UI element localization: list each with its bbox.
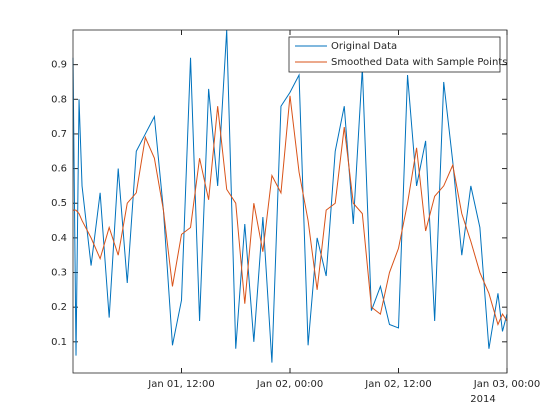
legend-label: Smoothed Data with Sample Points [331,57,507,68]
y-tick-label: 0.9 [51,60,67,71]
y-tick-label: 0.1 [51,337,67,348]
y-tick-label: 0.2 [51,302,67,313]
legend-label: Original Data [331,41,397,52]
y-tick-label: 0.6 [51,164,67,175]
y-tick-label: 0.3 [51,268,67,279]
x-tick-label: Jan 02, 12:00 [364,379,432,390]
y-tick-label: 0.4 [51,233,67,244]
y-tick-label: 0.5 [51,198,67,209]
x-year-label: 2014 [470,394,495,405]
data-line [72,29,508,363]
axes-box [72,29,508,374]
y-tick-label: 0.7 [51,129,67,140]
data-line [73,95,508,326]
y-tick-label: 0.8 [51,94,67,105]
legend-box [288,36,501,73]
x-tick-label: Jan 03, 00:00 [473,379,541,390]
x-tick-label: Jan 02, 00:00 [256,379,324,390]
plot-area [73,30,507,373]
x-tick-label: Jan 01, 12:00 [147,379,215,390]
